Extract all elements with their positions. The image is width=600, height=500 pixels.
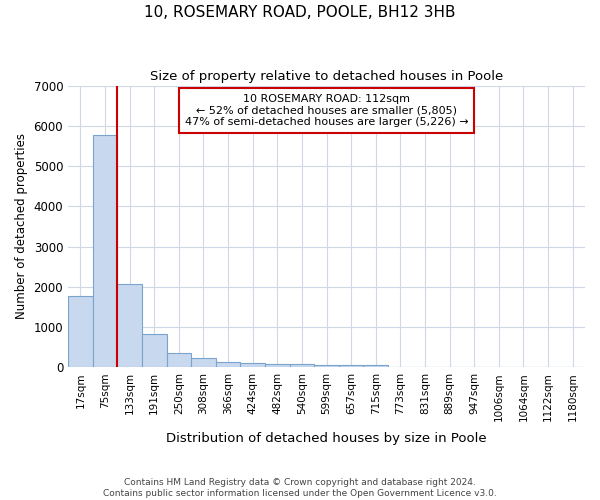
Bar — [339, 366, 364, 368]
Bar — [68, 296, 92, 368]
Text: 10 ROSEMARY ROAD: 112sqm
← 52% of detached houses are smaller (5,805)
47% of sem: 10 ROSEMARY ROAD: 112sqm ← 52% of detach… — [185, 94, 469, 127]
Bar — [142, 334, 167, 368]
Bar — [167, 353, 191, 368]
Bar — [364, 365, 388, 368]
Bar — [314, 365, 339, 368]
Bar — [92, 134, 117, 368]
X-axis label: Distribution of detached houses by size in Poole: Distribution of detached houses by size … — [166, 432, 487, 445]
Bar — [265, 364, 290, 368]
Title: Size of property relative to detached houses in Poole: Size of property relative to detached ho… — [150, 70, 503, 83]
Bar — [191, 358, 216, 368]
Bar — [241, 364, 265, 368]
Bar — [216, 362, 241, 368]
Bar — [117, 284, 142, 368]
Y-axis label: Number of detached properties: Number of detached properties — [15, 134, 28, 320]
Text: Contains HM Land Registry data © Crown copyright and database right 2024.
Contai: Contains HM Land Registry data © Crown c… — [103, 478, 497, 498]
Bar — [290, 364, 314, 368]
Text: 10, ROSEMARY ROAD, POOLE, BH12 3HB: 10, ROSEMARY ROAD, POOLE, BH12 3HB — [144, 5, 456, 20]
